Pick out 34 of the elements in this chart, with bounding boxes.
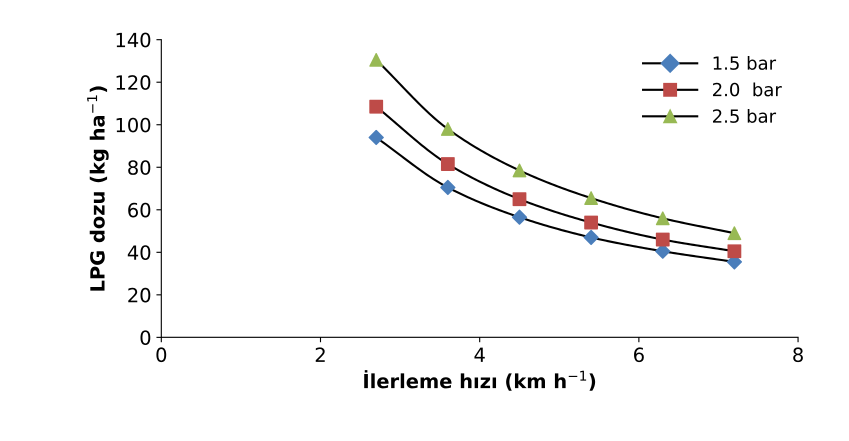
point bbox=[440, 157, 455, 171]
y-tick-label: 20 bbox=[128, 288, 150, 303]
legend-label: 2.5 bar bbox=[712, 108, 776, 123]
point bbox=[727, 226, 742, 240]
x-tick-label: 0 bbox=[156, 347, 166, 362]
point bbox=[440, 180, 456, 196]
y-tick-label: 80 bbox=[128, 160, 150, 175]
legend-label: 1.5 bar bbox=[714, 56, 776, 70]
point bbox=[584, 216, 598, 230]
y-tick-label: 100 bbox=[116, 118, 150, 132]
x-axis-title: İlerleme hızı (km h$^{−1}$) bbox=[364, 370, 596, 391]
x-tick-label: 2 bbox=[316, 347, 325, 362]
point bbox=[369, 100, 384, 114]
x-tick-label: 8 bbox=[793, 347, 803, 362]
point bbox=[727, 244, 742, 258]
point bbox=[440, 122, 455, 136]
y-axis-title: LPG dozu (kg ha$^{−1}$) bbox=[87, 86, 109, 291]
point bbox=[656, 211, 670, 226]
point bbox=[368, 130, 384, 146]
x-tick-label: 4 bbox=[474, 348, 485, 362]
y-tick-label: 60 bbox=[128, 202, 150, 218]
y-tick-label: 120 bbox=[116, 75, 150, 90]
point bbox=[369, 52, 384, 67]
point bbox=[512, 210, 528, 225]
point bbox=[583, 230, 599, 246]
point bbox=[512, 164, 526, 178]
point bbox=[656, 232, 670, 246]
x-tick-label: 6 bbox=[634, 347, 644, 362]
y-tick-label: 140 bbox=[116, 32, 150, 48]
point bbox=[512, 192, 526, 206]
point bbox=[584, 191, 598, 205]
legend-label: 2.0 bar bbox=[712, 82, 782, 96]
y-tick-label: 0 bbox=[140, 330, 150, 346]
y-tick-label: 40 bbox=[128, 245, 150, 260]
